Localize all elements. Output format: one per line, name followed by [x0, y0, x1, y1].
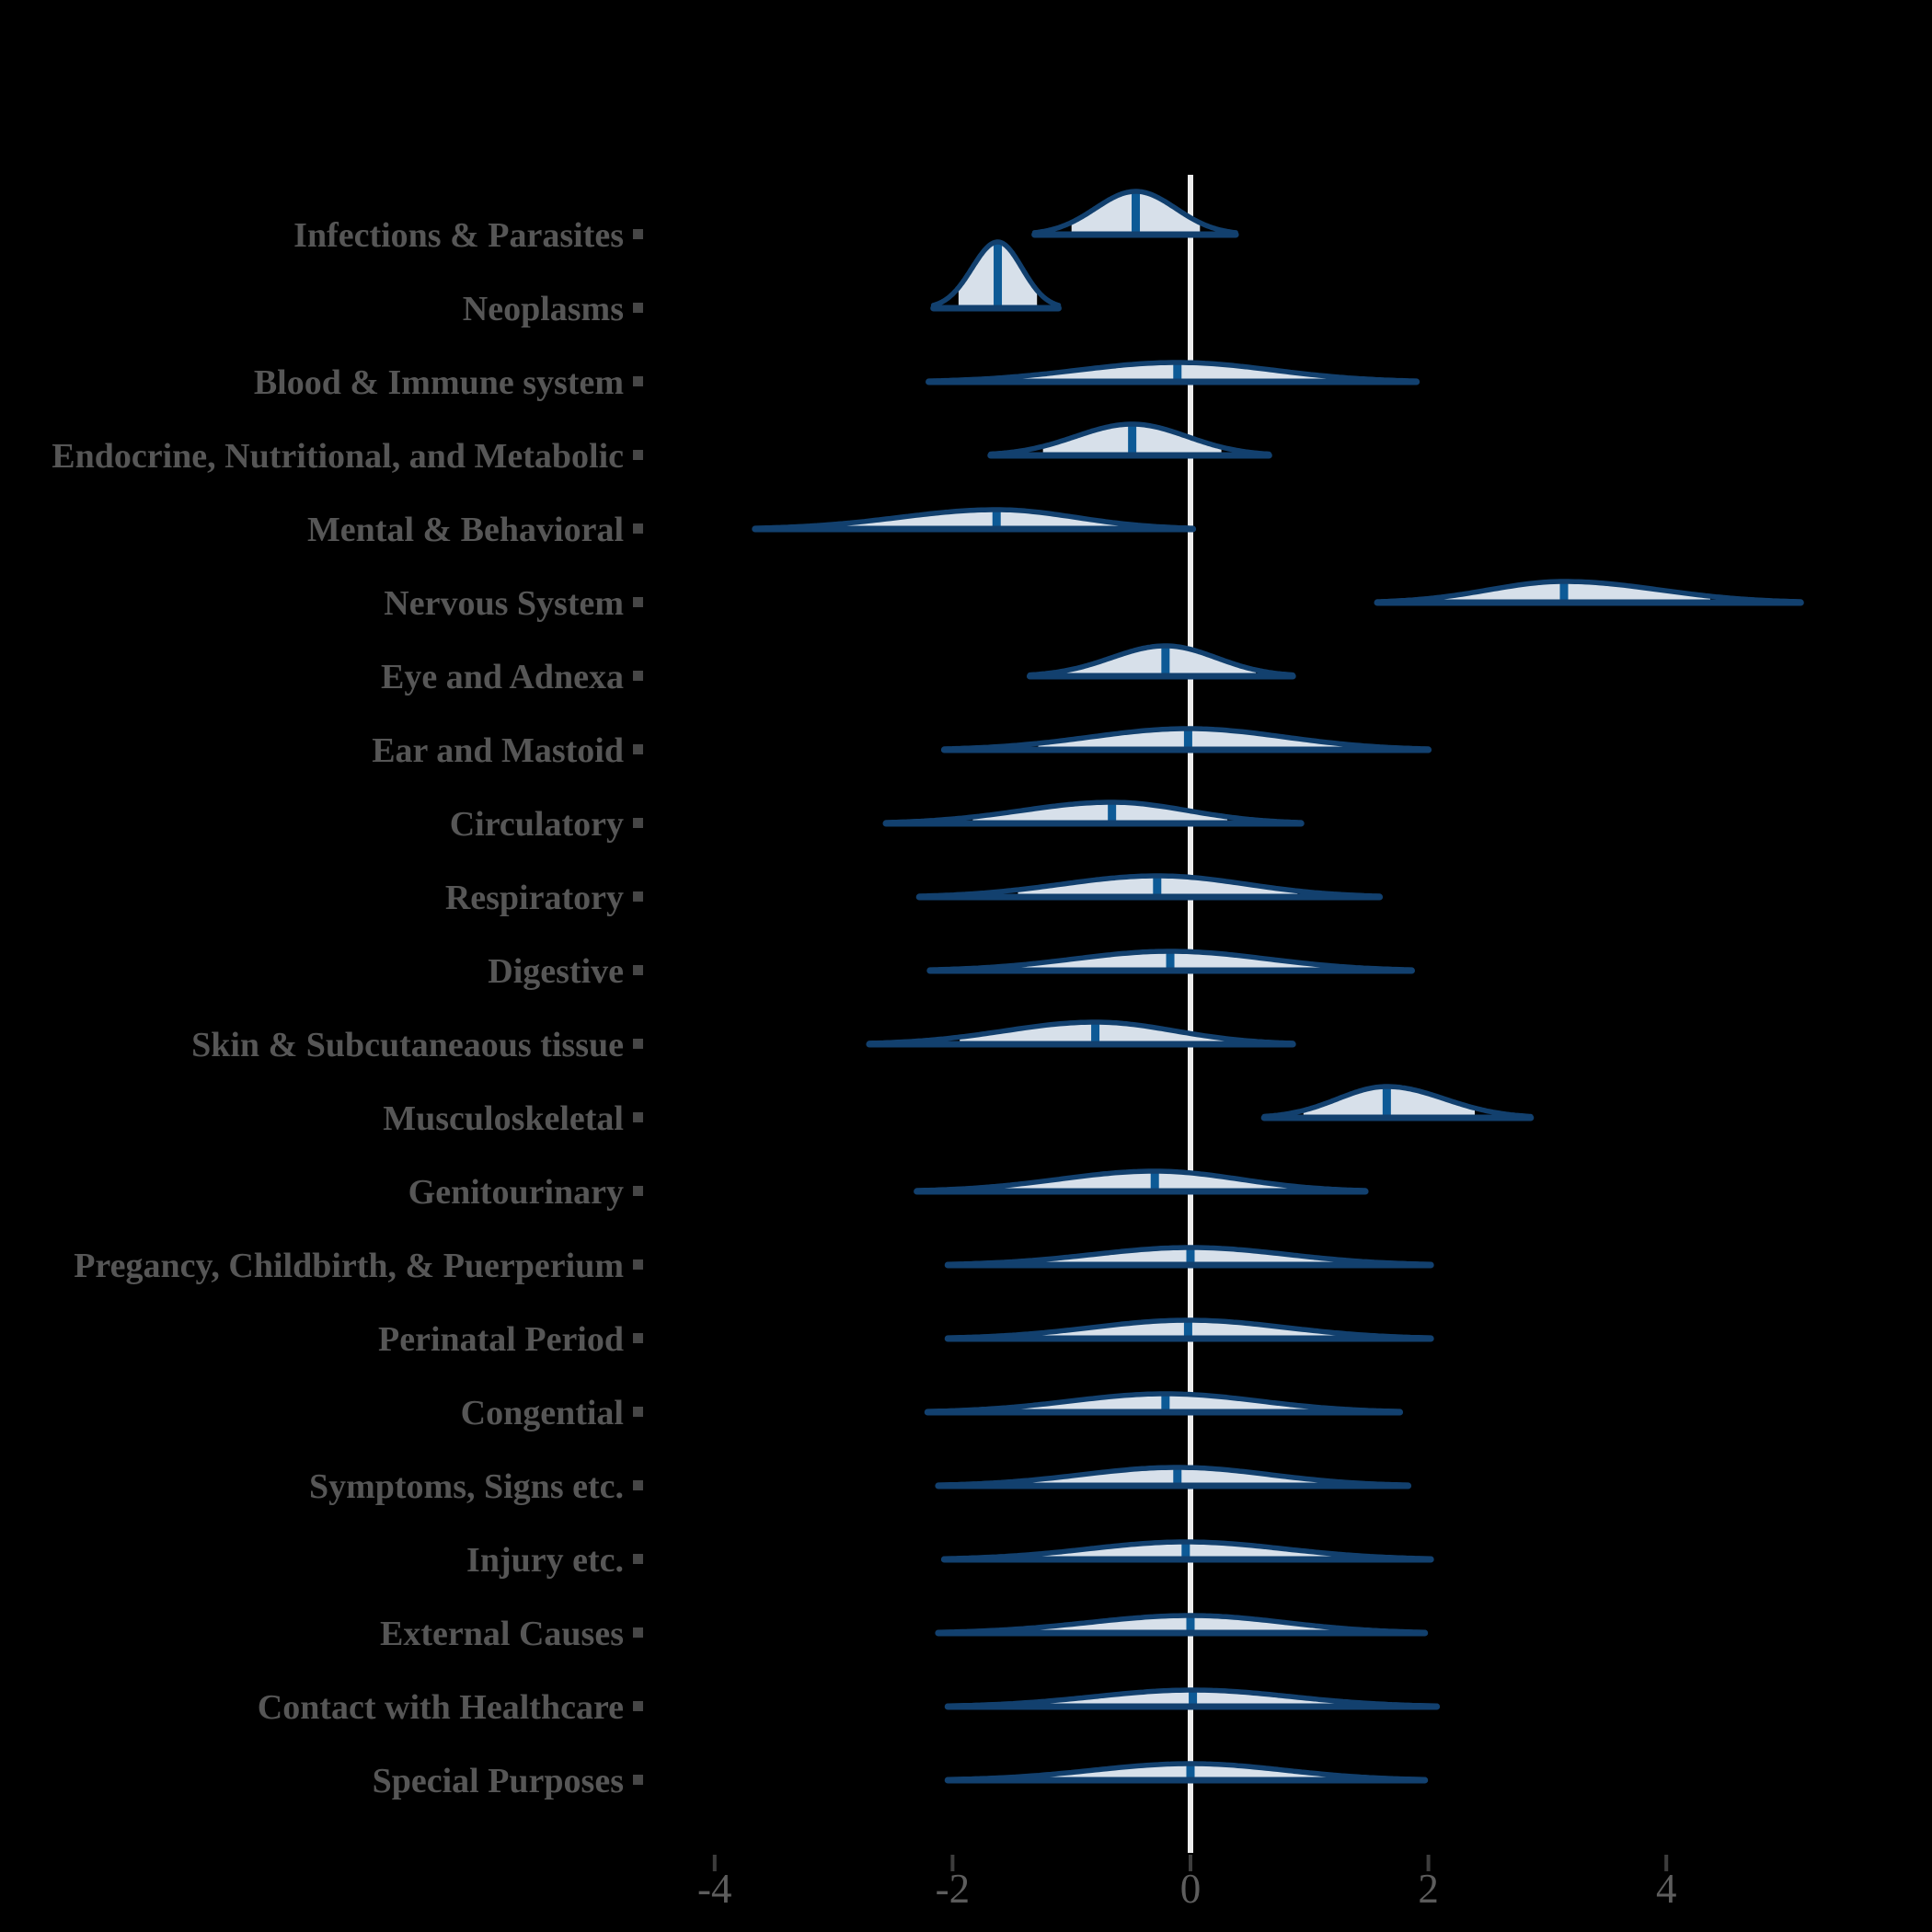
category-label: Blood & Immune system [254, 363, 624, 402]
density-outline [936, 1465, 1411, 1489]
density-outline [945, 1245, 1433, 1268]
density-outline [883, 799, 1304, 826]
category-label: Pregancy, Childbirth, & Puerperium [74, 1247, 624, 1285]
x-axis-tick-label: -4 [697, 1866, 732, 1912]
density-outline [916, 873, 1383, 900]
density-outline [945, 1761, 1428, 1783]
density-outline [936, 1613, 1428, 1636]
category-tick-square [633, 1627, 643, 1638]
x-axis-tick-label: -2 [936, 1866, 971, 1912]
category-tick-square [633, 965, 643, 975]
density-outline [926, 360, 1420, 385]
category-tick-square [633, 671, 643, 681]
category-tick-square [633, 523, 643, 534]
category-tick-square [633, 1259, 643, 1270]
category-tick-square [633, 1333, 643, 1343]
category-label: Ear and Mastoid [372, 731, 624, 770]
density-outline [927, 949, 1415, 973]
category-tick-square [633, 1112, 643, 1122]
x-axis-tick-label: 2 [1418, 1866, 1439, 1912]
density-outline [925, 1391, 1403, 1415]
category-tick-square [633, 818, 643, 828]
density-outline [1261, 1084, 1534, 1121]
category-label: Eye and Adnexa [381, 658, 624, 696]
category-label: Special Purposes [373, 1762, 624, 1800]
category-label: Congential [461, 1394, 624, 1432]
density-outline [1031, 189, 1238, 237]
category-label: External Causes [380, 1615, 624, 1653]
category-label: Musculoskeletal [383, 1099, 624, 1138]
category-label: Genitourinary [408, 1173, 624, 1212]
density-outline [867, 1019, 1295, 1047]
x-axis-tick-label: 0 [1180, 1866, 1202, 1912]
category-label: Symptoms, Signs etc. [309, 1467, 624, 1506]
category-tick-square [633, 450, 643, 460]
category-tick-square [633, 1039, 643, 1049]
category-tick-square [633, 1186, 643, 1196]
category-label: Endocrine, Nutritional, and Metabolic [52, 437, 624, 476]
category-label: Mental & Behavioral [307, 511, 624, 549]
category-label: Digestive [488, 952, 624, 991]
category-tick-square [633, 744, 643, 754]
category-tick-square [633, 597, 643, 607]
category-tick-square [633, 376, 643, 386]
density-outline [753, 507, 1196, 532]
category-tick-square [633, 1554, 643, 1564]
category-label: Neoplasms [463, 290, 624, 328]
density-fill [1062, 646, 1257, 676]
category-tick-square [633, 891, 643, 902]
category-tick-square [633, 1701, 643, 1711]
x-axis-tick-label: 4 [1656, 1866, 1677, 1912]
density-outline [988, 421, 1272, 458]
density-fill [1436, 581, 1710, 603]
density-outline [930, 239, 1062, 311]
density-outline [914, 1168, 1368, 1194]
density-outline [1027, 643, 1295, 679]
density-outline [941, 1539, 1433, 1562]
category-tick-square [633, 229, 643, 239]
density-fill [1001, 1171, 1294, 1191]
category-tick-square [633, 303, 643, 313]
category-label: Circulatory [450, 805, 624, 844]
category-tick-square [633, 1480, 643, 1490]
category-label: Respiratory [445, 879, 624, 917]
category-label: Nervous System [384, 584, 624, 623]
category-label: Skin & Subcutaneaous tissue [191, 1026, 624, 1064]
category-label: Injury etc. [466, 1541, 624, 1580]
density-outline [945, 1317, 1433, 1341]
density-outline [1374, 579, 1804, 605]
density-outline [945, 1687, 1440, 1709]
density-outline [941, 726, 1432, 753]
category-tick-square [633, 1775, 643, 1785]
category-label: Infections & Parasites [293, 216, 624, 255]
category-tick-square [633, 1407, 643, 1417]
category-label: Contact with Healthcare [258, 1688, 624, 1727]
category-label: Perinatal Period [378, 1320, 624, 1359]
density-fill [840, 510, 1129, 529]
